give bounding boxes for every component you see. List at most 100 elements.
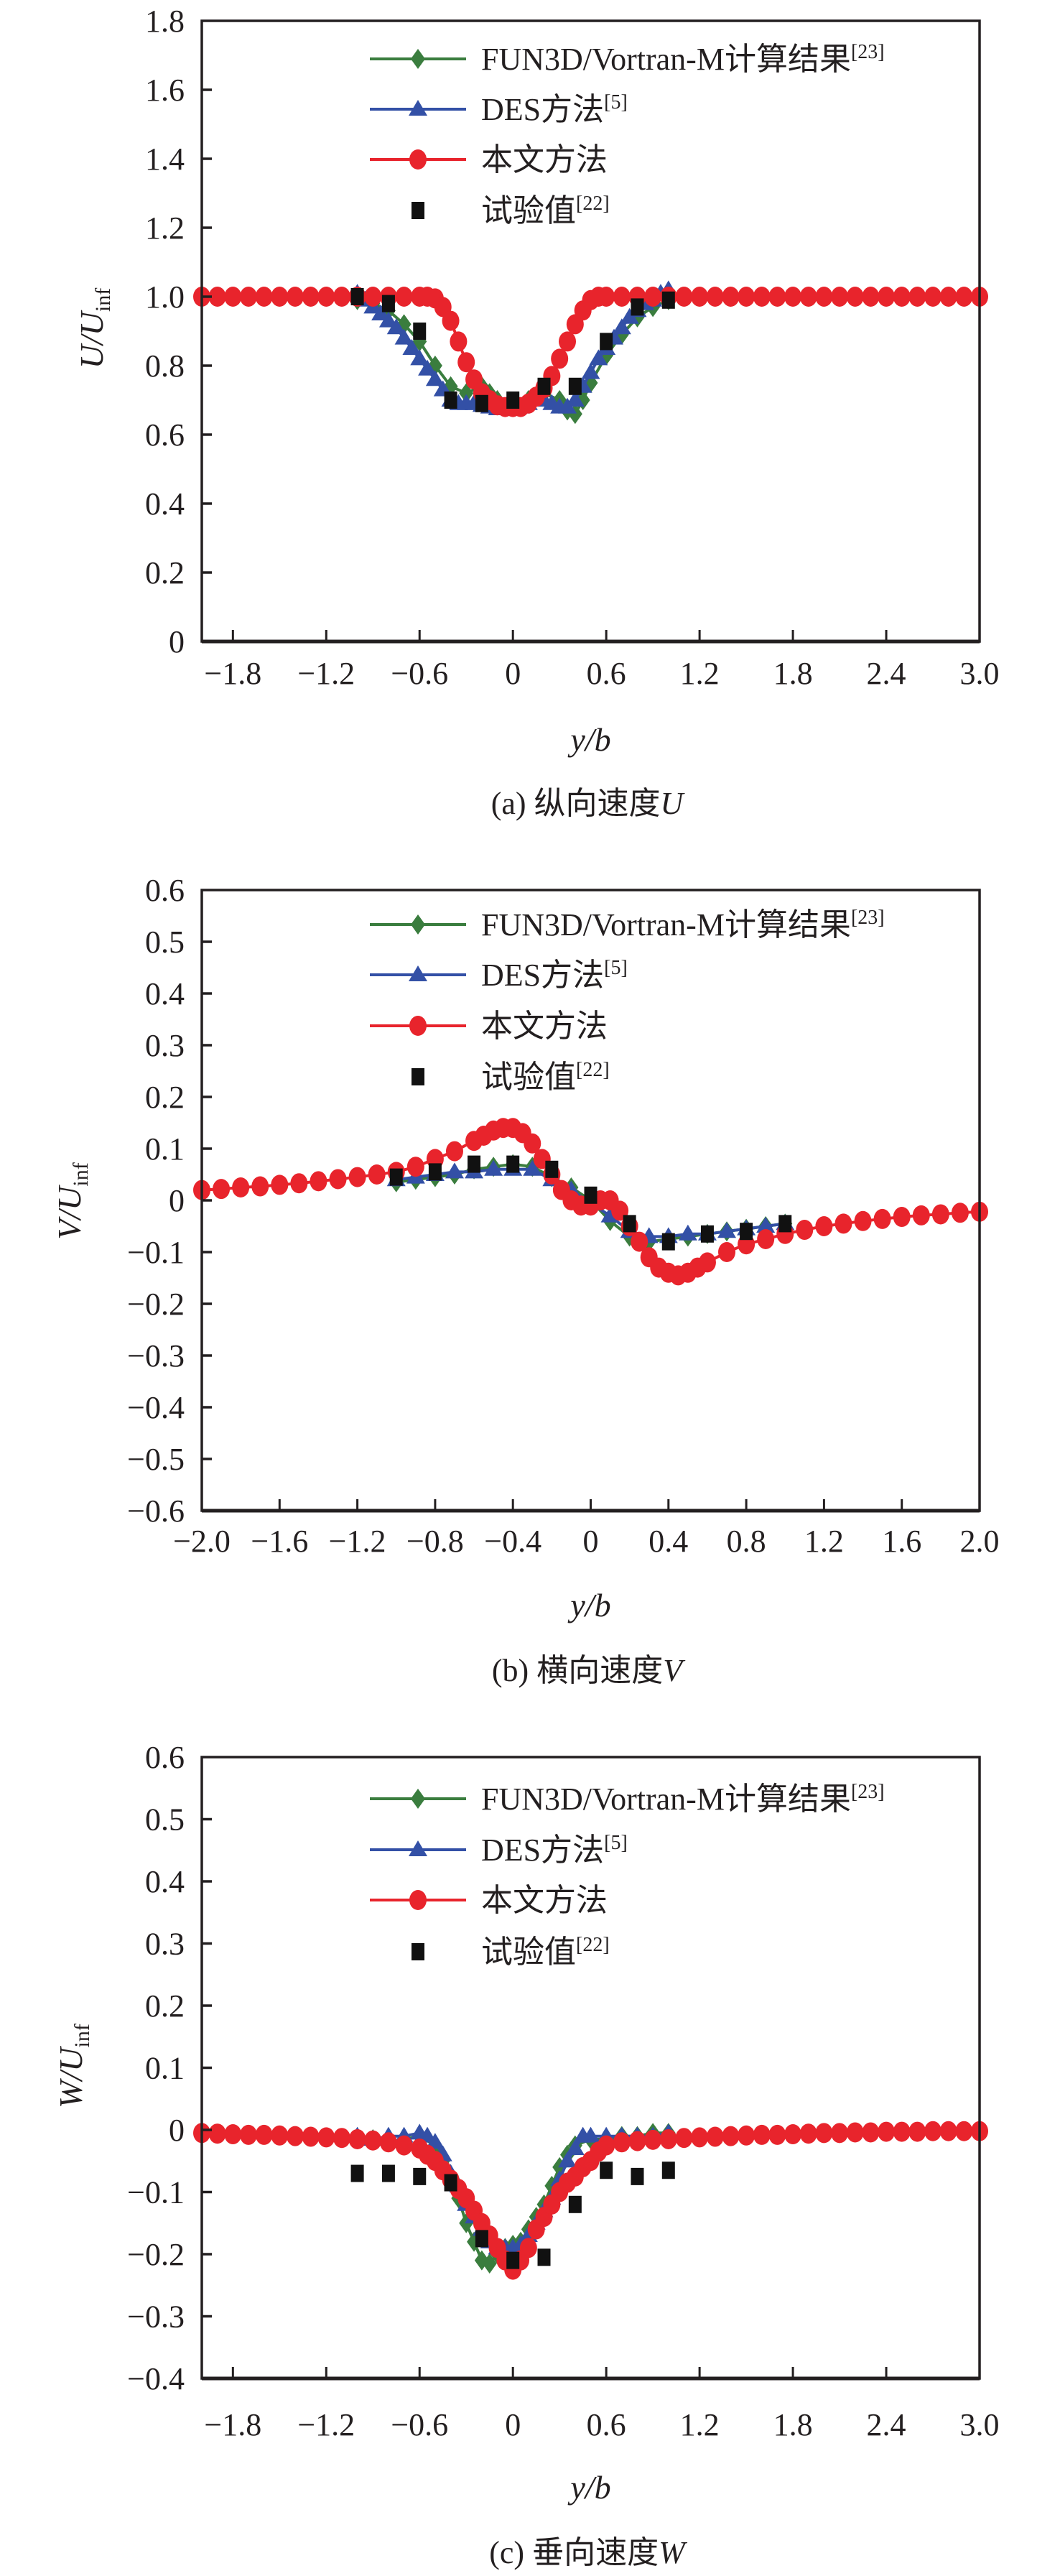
data-point-experiment <box>600 333 613 351</box>
data-point-present <box>862 2122 880 2143</box>
chart-caption: (c) 垂向速度W <box>489 2535 687 2570</box>
data-point-des <box>425 370 445 386</box>
data-point-present <box>310 1171 327 1192</box>
x-tick-label: 1.2 <box>680 2407 720 2442</box>
data-point-present <box>613 287 631 307</box>
data-point-present <box>224 287 242 307</box>
circle-icon <box>409 1016 427 1036</box>
data-point-present <box>598 287 615 307</box>
x-tick-label: −1.2 <box>297 2407 355 2442</box>
data-point-present <box>931 1204 949 1225</box>
data-point-des <box>371 305 391 320</box>
data-point-present <box>213 1179 231 1200</box>
data-point-present <box>290 1173 308 1194</box>
data-point-present <box>302 287 320 307</box>
y-tick-label: 1.0 <box>145 279 185 315</box>
x-tick-label: 3.0 <box>960 656 1000 691</box>
data-point-present <box>395 287 413 307</box>
x-tick-label: 1.8 <box>773 2407 813 2442</box>
data-point-present <box>659 2128 677 2149</box>
legend-label-text: FUN3D/Vortran-M计算结果 <box>481 1782 851 1817</box>
y-tick-label: 0.1 <box>145 2051 185 2086</box>
data-point-experiment <box>350 288 364 305</box>
data-point-experiment <box>506 392 520 409</box>
legend-label-text: 本文方法 <box>481 1883 608 1918</box>
data-point-present <box>271 287 289 307</box>
legend-citation: [23] <box>851 907 885 929</box>
legend-citation: [5] <box>604 1832 628 1854</box>
legend-label-text: 本文方法 <box>481 1009 608 1044</box>
triangle-icon <box>409 1840 427 1856</box>
data-point-present <box>348 2128 366 2149</box>
plot-area <box>193 1118 988 1286</box>
data-point-present <box>224 2124 242 2145</box>
data-point-present <box>406 1157 424 1177</box>
data-point-present <box>878 2121 896 2142</box>
data-point-des <box>484 1159 503 1176</box>
data-point-present <box>271 2125 289 2146</box>
data-point-present <box>862 287 880 307</box>
x-tick-label: 0.4 <box>648 1524 688 1559</box>
data-point-present <box>208 287 226 307</box>
legend-label-text: 试验值 <box>481 1060 576 1095</box>
data-point-des <box>394 328 414 345</box>
data-point-des <box>445 1162 464 1179</box>
data-point-present <box>445 1141 463 1162</box>
chart-caption: (b) 横向速度V <box>492 1653 686 1688</box>
y-tick-label: −0.6 <box>127 1493 185 1529</box>
data-point-present <box>893 2121 911 2142</box>
data-point-experiment <box>631 298 644 316</box>
x-tick-label: −0.6 <box>391 656 448 691</box>
data-point-present <box>854 1210 872 1231</box>
data-point-present <box>706 287 724 307</box>
x-tick-label: 2.4 <box>867 2407 906 2442</box>
data-point-present <box>722 2126 740 2146</box>
square-icon <box>412 1943 424 1960</box>
data-point-present <box>286 287 304 307</box>
data-point-present <box>348 1167 366 1187</box>
data-point-present <box>675 2128 693 2149</box>
legend-label: 试验值[22] <box>481 1059 610 1095</box>
y-tick-label: 0.4 <box>145 976 185 1011</box>
caption-text: (a) 纵向速度 <box>491 786 661 821</box>
data-point-des <box>558 2151 577 2168</box>
y-axis-title-subscript: inf <box>91 288 115 312</box>
legend-item-fun3d: FUN3D/Vortran-M计算结果[23] <box>370 41 885 77</box>
data-point-des <box>418 359 437 376</box>
data-point-experiment <box>623 1215 636 1233</box>
data-point-experiment <box>661 2162 675 2179</box>
y-tick-label: 0 <box>169 1183 185 1218</box>
data-point-present <box>955 2121 973 2141</box>
data-point-present <box>846 287 864 307</box>
legend-item-experiment: 试验值[22] <box>412 193 610 228</box>
y-axis-title: V/Uinf <box>51 1162 93 1239</box>
data-point-present <box>395 2135 413 2156</box>
data-point-present <box>718 1242 736 1262</box>
data-point-experiment <box>506 1155 520 1173</box>
data-point-present <box>675 287 693 307</box>
y-tick-label: 1.2 <box>145 210 185 246</box>
caption-text: (c) 垂向速度 <box>489 2535 659 2570</box>
data-point-present <box>924 287 942 307</box>
y-tick-label: −0.4 <box>127 1390 185 1425</box>
caption-variable: W <box>659 2535 687 2570</box>
legend-label: 本文方法 <box>481 1009 608 1044</box>
data-point-present <box>302 2126 320 2147</box>
data-point-experiment <box>389 1168 403 1186</box>
x-tick-label: 0.6 <box>587 2407 626 2442</box>
data-point-des <box>565 2139 585 2155</box>
y-tick-label: 1.4 <box>145 142 185 177</box>
caption-text: (b) 横向速度 <box>492 1653 663 1688</box>
legend-citation: [5] <box>604 91 628 113</box>
legend-label: 试验值[22] <box>481 1934 610 1970</box>
data-point-des <box>581 363 600 379</box>
data-point-des <box>402 339 422 355</box>
legend-label: 本文方法 <box>481 142 608 177</box>
legend: FUN3D/Vortran-M计算结果[23]DES方法[5]本文方法试验值[2… <box>370 1781 885 1970</box>
caption-variable: V <box>663 1653 686 1688</box>
data-point-experiment <box>661 291 675 309</box>
chart-lateral-velocity: −2.0 −1.6 −1.2 −0.8 −0.4 0 0.4 0.8 1.2 1.6 2.0 −0.6… <box>51 873 1000 1688</box>
series-experiment <box>350 2162 675 2269</box>
data-point-des <box>386 318 406 335</box>
data-point-present <box>364 2130 382 2151</box>
